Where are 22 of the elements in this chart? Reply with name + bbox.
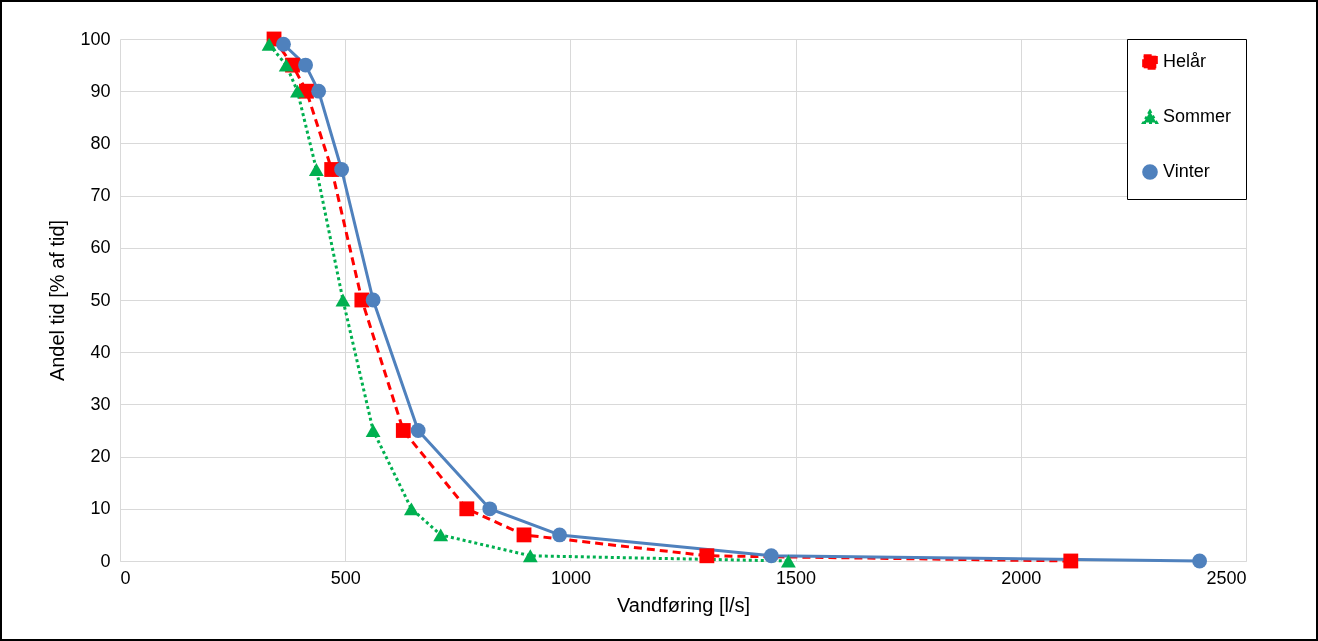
x-tick-label: 1500	[776, 567, 817, 588]
y-tick-label: 40	[90, 341, 111, 362]
y-tick-label: 100	[80, 28, 111, 49]
y-tick-label: 60	[90, 237, 111, 258]
legend-label: Sommer	[1163, 106, 1232, 126]
y-tick-label: 80	[90, 132, 111, 153]
y-axis-title: Andel tid [% af tid]	[46, 219, 69, 382]
y-tick-label: 70	[90, 185, 111, 206]
x-tick-label: 500	[330, 567, 361, 588]
x-tick-label: 1000	[550, 567, 591, 588]
x-tick-label: 2500	[1206, 567, 1247, 588]
x-axis-title: Vandføring [l/s]	[616, 593, 751, 616]
y-tick-label: 20	[90, 446, 111, 467]
y-tick-label: 30	[90, 393, 111, 414]
y-tick-label: 0	[100, 550, 111, 571]
y-tick-label: 90	[90, 80, 111, 101]
legend-label: Vinter	[1163, 161, 1210, 181]
y-tick-label: 50	[90, 289, 111, 310]
x-tick-label: 2000	[1001, 567, 1042, 588]
y-tick-label: 10	[90, 498, 111, 519]
legend-label: Helår	[1163, 51, 1207, 71]
x-tick-label: 0	[120, 567, 131, 588]
